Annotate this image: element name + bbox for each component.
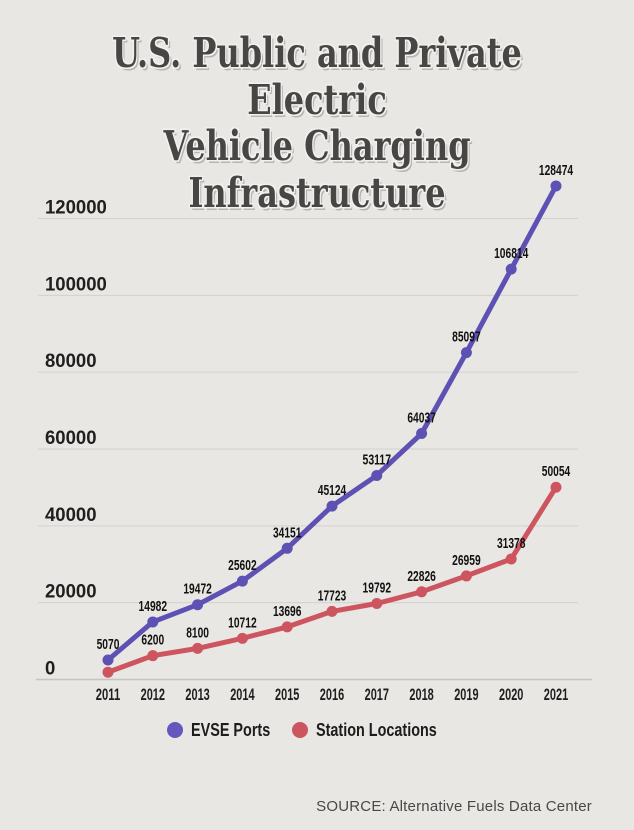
data-point-evse-ports [102,654,114,666]
data-point-label-evse-ports: 85097 [452,330,481,346]
legend-item-evse-ports: EVSE Ports [166,719,290,741]
data-point-evse-ports [371,469,383,481]
y-tick-label: 60000 [45,428,97,449]
data-point-evse-ports [505,263,517,275]
data-point-station-locations [550,481,562,493]
station-locations-legend-marker [292,722,309,738]
data-point-label-station-locations: 26959 [452,553,481,569]
data-point-evse-ports [460,347,472,359]
y-tick-label: 20000 [45,582,97,603]
x-tick-label: 2016 [320,686,344,704]
y-tick-label: 0 [45,659,55,680]
data-point-station-locations [326,605,338,617]
data-point-label-station-locations: 6200 [141,633,164,649]
data-point-label-evse-ports: 106814 [494,246,528,262]
data-point-label-evse-ports: 5070 [97,637,120,653]
x-tick-label: 2019 [454,686,478,704]
data-point-label-station-locations: 19792 [363,580,392,596]
data-point-station-locations [102,666,114,678]
data-point-station-locations [416,586,428,598]
data-point-label-evse-ports: 64037 [407,410,436,426]
data-point-station-locations [192,642,204,654]
ev-charging-line-chart: 0 20000 40000 60000 80000 100000 120000 2011 201… [36,163,592,704]
x-tick-label: 2017 [365,686,389,704]
data-point-evse-ports [281,542,293,554]
chart-title-line-2: Vehicle Charging Infrastructure [163,122,471,218]
y-tick-label: 100000 [45,274,107,295]
data-point-evse-ports [147,616,159,628]
data-point-station-locations [505,553,517,565]
chart-legend: EVSE Ports Station Locations [0,714,634,746]
data-point-label-evse-ports: 14982 [139,599,168,615]
chart-title-line-1: U.S. Public and Private Electric [112,29,522,124]
data-point-evse-ports [416,427,428,439]
data-point-label-evse-ports: 128474 [539,163,573,179]
data-point-evse-ports [326,500,338,512]
data-point-station-locations [147,650,159,662]
data-point-label-station-locations: 8100 [186,625,209,641]
y-tick-label: 120000 [45,198,107,219]
x-tick-label: 2014 [230,686,255,704]
data-point-station-locations [371,597,383,609]
series-line-station-locations [105,484,559,675]
data-point-label-station-locations: 10712 [228,615,257,631]
source-attribution: SOURCE: Alternative Fuels Data Center [316,798,592,815]
data-point-label-evse-ports: 45124 [318,483,347,499]
station-locations-legend-label: Station Locations [316,719,437,740]
data-point-label-evse-ports: 34151 [273,525,302,541]
evse-ports-legend-label: EVSE Ports [190,719,271,740]
data-point-label-evse-ports: 25602 [228,558,257,574]
data-point-evse-ports [236,575,248,587]
data-point-label-evse-ports: 53117 [363,452,392,468]
data-point-evse-ports [550,180,562,192]
legend-item-station-locations: Station Locations [292,720,467,741]
data-point-station-locations [236,632,248,644]
data-point-evse-ports [192,599,204,611]
data-point-label-station-locations: 17723 [318,588,347,604]
x-tick-label: 2015 [275,686,299,704]
x-tick-label: 2021 [544,686,568,704]
x-tick-label: 2018 [409,686,433,704]
x-tick-label: 2011 [96,686,120,704]
data-point-station-locations [460,570,472,582]
evse-ports-legend-marker [166,722,183,738]
data-point-label-station-locations: 22826 [407,569,436,585]
chart-title: U.S. Public and Private Electric Vehicle… [0,30,634,217]
y-tick-label: 40000 [45,505,97,526]
x-tick-label: 2012 [141,686,165,704]
data-point-station-locations [281,621,293,633]
y-tick-label: 80000 [45,351,97,372]
x-tick-label: 2020 [499,686,523,704]
data-point-label-station-locations: 50054 [542,464,571,480]
data-point-label-evse-ports: 19472 [183,582,212,598]
x-tick-label: 2013 [185,686,209,704]
data-point-label-station-locations: 31378 [497,536,526,552]
data-point-label-station-locations: 13696 [273,604,302,620]
